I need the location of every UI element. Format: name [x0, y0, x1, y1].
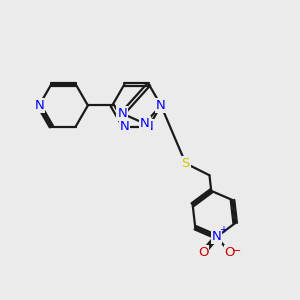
Text: N: N — [34, 99, 44, 112]
Text: N: N — [118, 107, 127, 120]
Text: N: N — [156, 99, 166, 112]
Text: O: O — [225, 246, 235, 259]
Text: N: N — [144, 120, 154, 133]
Text: N: N — [212, 230, 221, 243]
Text: +: + — [219, 225, 227, 236]
Text: N: N — [120, 120, 129, 133]
Text: S: S — [182, 157, 190, 170]
Text: O: O — [198, 246, 208, 259]
Text: N: N — [140, 117, 150, 130]
Text: −: − — [232, 246, 241, 256]
